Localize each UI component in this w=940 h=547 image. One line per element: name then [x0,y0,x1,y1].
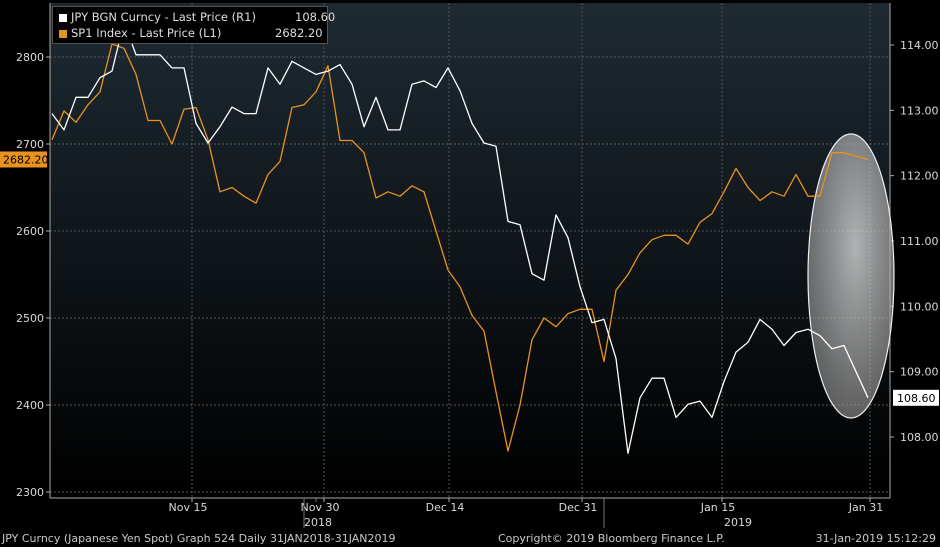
left-tick-label: 2300 [16,486,44,499]
last-value-tag-sp1-text: 2682.20 [3,153,49,166]
line-chart: 2800 2700 2600 2500 2400 2300 114.00 113.00 112.… [0,0,940,531]
right-tick-label: 113.00 [900,104,939,117]
left-tick-label: 2700 [16,138,44,151]
right-tick-label: 111.00 [900,235,939,248]
x-year-label: 2019 [724,516,752,529]
legend-swatch-jpy [59,14,67,22]
right-tick-label: 112.00 [900,170,939,183]
legend-label-sp1: SP1 Index - Last Price (L1) [71,26,221,40]
x-tick-label: Dec 31 [559,501,598,514]
right-tick-label: 108.00 [900,431,939,444]
last-value-tag-jpy-text: 108.60 [897,392,936,405]
left-tick-label: 2800 [16,51,44,64]
footer-left-text: JPY Curncy (Japanese Yen Spot) Graph 524… [2,532,396,545]
legend: JPY BGN Curncy - Last Price (R1) 108.60 … [52,6,328,44]
left-tick-label: 2500 [16,312,44,325]
left-tick-label: 2400 [16,399,44,412]
footer-copyright: Copyright© 2019 Bloomberg Finance L.P. [498,532,725,545]
x-tick-label: Nov 30 [301,501,340,514]
legend-value-sp1: 2682.20 [275,26,323,40]
left-tick-label: 2600 [16,225,44,238]
right-tick-label: 109.00 [900,366,939,379]
x-tick-label: Nov 15 [169,501,208,514]
x-year-label: 2018 [304,516,332,529]
legend-swatch-sp1 [59,30,67,38]
right-tick-label: 110.00 [900,300,939,313]
x-tick-label: Jan 15 [700,501,735,514]
plot-background [50,3,890,498]
footer: JPY Curncy (Japanese Yen Spot) Graph 524… [0,531,940,547]
x-tick-label: Jan 31 [848,501,883,514]
x-tick-label: Dec 14 [426,501,465,514]
footer-timestamp: 31-Jan-2019 15:12:29 [816,532,936,545]
right-tick-label: 114.00 [900,39,939,52]
legend-value-jpy: 108.60 [295,10,335,24]
highlight-ellipse [808,134,894,418]
legend-label-jpy: JPY BGN Curncy - Last Price (R1) [71,10,256,24]
